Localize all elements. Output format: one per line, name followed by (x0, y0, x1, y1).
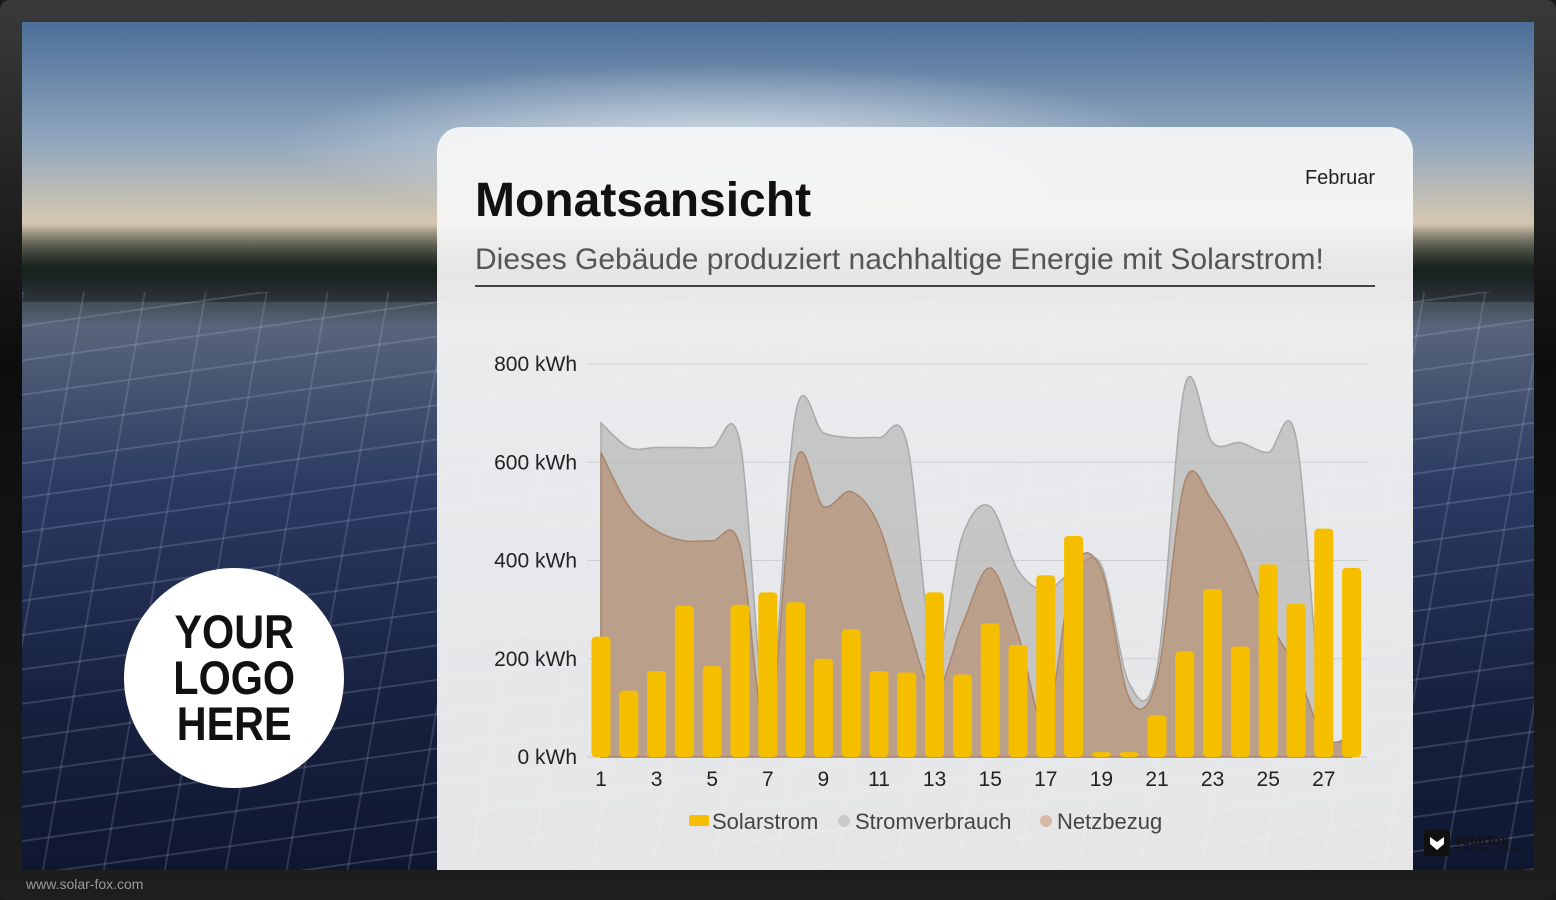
y-tick-label: 600 kWh (494, 451, 577, 474)
legend-label: Solarstrom (712, 809, 818, 834)
solar-bar (1119, 752, 1139, 757)
y-tick-label: 200 kWh (494, 648, 577, 671)
x-tick-label: 19 (1090, 768, 1113, 791)
y-tick-label: 400 kWh (494, 550, 577, 573)
legend-swatch (1040, 815, 1052, 827)
logo-line: HERE (176, 697, 292, 750)
x-tick-label: 13 (923, 768, 946, 791)
x-tick-label: 17 (1034, 768, 1057, 791)
solar-bar (1036, 575, 1056, 757)
solar-bar (980, 623, 1000, 757)
solar-bar (897, 672, 917, 757)
footer-url: www.solar-fox.com (26, 876, 144, 892)
x-tick-label: 15 (979, 768, 1002, 791)
y-tick-label: 800 kWh (494, 353, 577, 376)
solarfox-brand: solarfox SOLAR DISPLAY SYSTEMS (1424, 828, 1525, 858)
page-title: Monatsansicht (475, 174, 812, 227)
x-tick-label: 9 (818, 768, 830, 791)
solar-bar (813, 658, 833, 757)
solar-bar (619, 690, 639, 757)
page-subtitle: Dieses Gebäude produziert nachhaltige En… (475, 243, 1324, 276)
legend-label: Stromverbrauch (855, 809, 1012, 834)
solar-bar (1258, 564, 1278, 757)
solar-bar (869, 671, 889, 757)
solar-bar (1203, 588, 1223, 757)
solar-bar (841, 629, 861, 757)
solar-bar (1064, 535, 1084, 757)
logo-placeholder: YOUR LOGO HERE (124, 568, 344, 788)
solar-bar (1314, 528, 1334, 757)
solar-bar (1175, 651, 1195, 757)
solar-bar (1286, 603, 1306, 757)
solar-bar (925, 592, 945, 757)
logo-line: LOGO (173, 651, 295, 704)
solar-bar (647, 671, 667, 757)
solar-bar (786, 602, 806, 757)
solar-bar (702, 666, 722, 757)
brand-name: solarfox (1454, 832, 1509, 848)
logo-text: YOUR LOGO HERE (173, 605, 295, 750)
solar-bar (758, 592, 778, 757)
solar-bar (952, 674, 972, 757)
month-label: Februar (1304, 167, 1375, 189)
fox-shield-icon (1424, 830, 1450, 856)
title-divider (475, 285, 1375, 287)
x-tick-label: 25 (1257, 768, 1280, 791)
solar-bar (674, 605, 694, 757)
logo-line: YOUR (174, 605, 294, 658)
x-tick-label: 1 (595, 768, 607, 791)
x-tick-label: 5 (706, 768, 718, 791)
x-tick-label: 27 (1312, 768, 1335, 791)
x-tick-label: 21 (1145, 768, 1168, 791)
brand-tagline: SOLAR DISPLAY SYSTEMS (1454, 847, 1525, 853)
x-tick-label: 23 (1201, 768, 1224, 791)
solar-bar (1091, 752, 1111, 757)
solar-bar (730, 604, 750, 757)
legend-label: Netzbezug (1057, 809, 1162, 834)
x-tick-label: 7 (762, 768, 774, 791)
solar-bar (1008, 644, 1028, 757)
legend-swatch (838, 815, 850, 827)
solar-bar (1147, 715, 1167, 757)
y-tick-label: 0 kWh (517, 746, 577, 769)
solar-bar (1342, 567, 1362, 757)
month-view-card: Monatsansicht Februar Dieses Gebäude pro… (437, 127, 1413, 870)
x-tick-label: 11 (868, 768, 890, 791)
legend-swatch (689, 815, 709, 826)
x-tick-label: 3 (651, 768, 663, 791)
solar-bar (591, 636, 611, 757)
solar-bar (1230, 646, 1250, 757)
